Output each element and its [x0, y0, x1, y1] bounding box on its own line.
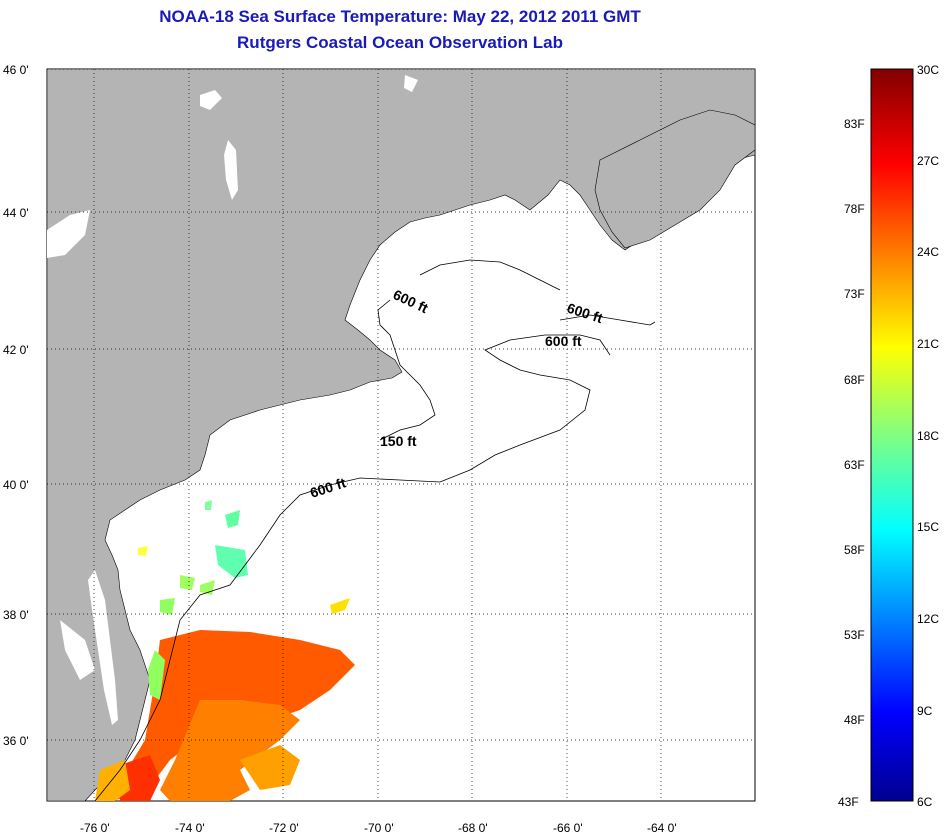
lon-tick-label: -64 0'	[647, 821, 677, 835]
colorbar-f-label: 53F	[844, 628, 865, 642]
colorbar-f-label: 43F	[838, 795, 859, 809]
lon-tick-label: -66 0'	[553, 821, 583, 835]
colorbar-c-label: 6C	[917, 795, 933, 809]
colorbar-gradient	[870, 68, 914, 802]
lon-tick-label: -76 0'	[80, 821, 110, 835]
lat-tick-label: 40 0'	[3, 478, 29, 492]
longitude-labels: -76 0' -74 0' -72 0' -70 0' -68 0' -66 0…	[80, 821, 677, 835]
lon-tick-label: -72 0'	[269, 821, 299, 835]
lat-tick-label: 44 0'	[3, 206, 29, 220]
map-title: NOAA-18 Sea Surface Temperature: May 22,…	[159, 7, 641, 26]
colorbar-c-label: 15C	[917, 520, 939, 534]
map-panel: 600 ft 600 ft 600 ft 150 ft 600 ft 46 0'…	[3, 63, 756, 835]
colorbar-c-label: 24C	[917, 245, 939, 259]
colorbar-f-label: 63F	[844, 458, 865, 472]
contour-label: 150 ft	[380, 433, 417, 449]
colorbar-f-label: 83F	[844, 117, 865, 131]
lat-tick-label: 46 0'	[3, 63, 29, 77]
lat-tick-label: 42 0'	[3, 343, 29, 357]
lat-tick-label: 38 0'	[3, 608, 29, 622]
colorbar-f-label: 48F	[844, 713, 865, 727]
colorbar-f-label: 73F	[844, 287, 865, 301]
contour-label: 600 ft	[545, 333, 582, 349]
colorbar-f-labels: 83F 78F 73F 68F 63F 58F 53F 48F 43F	[838, 117, 865, 809]
colorbar-c-label: 12C	[917, 612, 939, 626]
latitude-labels: 46 0' 44 0' 42 0' 40 0' 38 0' 36 0'	[3, 63, 29, 748]
lon-tick-label: -70 0'	[364, 821, 394, 835]
sst-patches	[95, 500, 355, 801]
colorbar-f-label: 78F	[844, 202, 865, 216]
lat-tick-label: 36 0'	[3, 734, 29, 748]
colorbar-c-label: 18C	[917, 429, 939, 443]
map-subtitle: Rutgers Coastal Ocean Observation Lab	[237, 33, 563, 52]
colorbar-c-labels: 30C 27C 24C 21C 18C 15C 12C 9C 6C	[917, 63, 939, 809]
colorbar-c-label: 21C	[917, 337, 939, 351]
colorbar-f-label: 58F	[844, 543, 865, 557]
lon-tick-label: -68 0'	[458, 821, 488, 835]
colorbar-f-label: 68F	[844, 373, 865, 387]
land-mass	[47, 69, 755, 801]
colorbar-c-label: 30C	[917, 63, 939, 77]
depth-contours	[94, 259, 656, 801]
lon-tick-label: -74 0'	[175, 821, 205, 835]
colorbar-c-label: 9C	[917, 704, 933, 718]
colorbar: 83F 78F 73F 68F 63F 58F 53F 48F 43F 30C …	[838, 63, 939, 809]
colorbar-c-label: 27C	[917, 154, 939, 168]
